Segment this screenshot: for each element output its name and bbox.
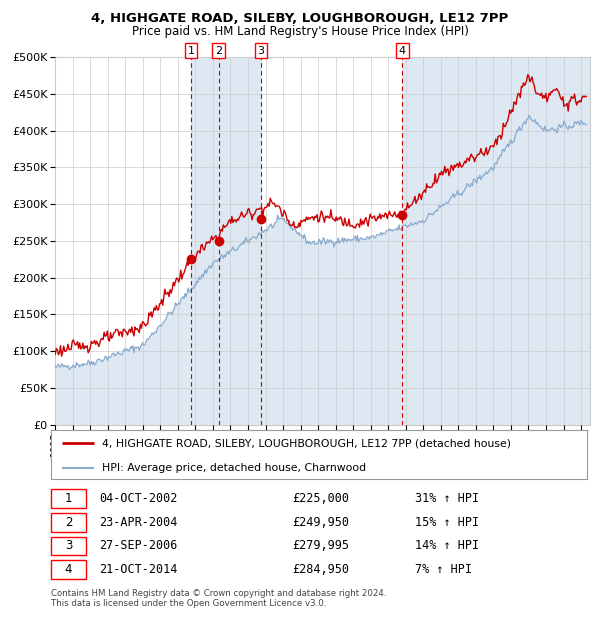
Text: 2: 2 [65,516,72,529]
Bar [191,57,261,425]
Text: 7% ↑ HPI: 7% ↑ HPI [415,563,472,576]
Bar [402,57,590,425]
Text: 4, HIGHGATE ROAD, SILEBY, LOUGHBOROUGH, LE12 7PP (detached house): 4, HIGHGATE ROAD, SILEBY, LOUGHBOROUGH, … [102,438,511,448]
Text: £225,000: £225,000 [292,492,349,505]
Text: 27-SEP-2006: 27-SEP-2006 [99,539,178,552]
Text: 2: 2 [215,45,222,56]
Text: Contains HM Land Registry data © Crown copyright and database right 2024.: Contains HM Land Registry data © Crown c… [51,589,386,598]
Text: 4: 4 [398,45,406,56]
FancyBboxPatch shape [51,513,86,532]
Text: 21-OCT-2014: 21-OCT-2014 [99,563,178,576]
Text: 15% ↑ HPI: 15% ↑ HPI [415,516,479,529]
Text: 04-OCT-2002: 04-OCT-2002 [99,492,178,505]
Text: 4: 4 [65,563,72,576]
Text: 23-APR-2004: 23-APR-2004 [99,516,178,529]
Text: 3: 3 [257,45,265,56]
Text: 3: 3 [65,539,72,552]
Text: This data is licensed under the Open Government Licence v3.0.: This data is licensed under the Open Gov… [51,599,326,608]
Text: £249,950: £249,950 [292,516,349,529]
Text: HPI: Average price, detached house, Charnwood: HPI: Average price, detached house, Char… [102,463,366,473]
Text: 1: 1 [188,45,195,56]
Text: 31% ↑ HPI: 31% ↑ HPI [415,492,479,505]
Text: 4, HIGHGATE ROAD, SILEBY, LOUGHBOROUGH, LE12 7PP: 4, HIGHGATE ROAD, SILEBY, LOUGHBOROUGH, … [91,12,509,25]
Text: Price paid vs. HM Land Registry's House Price Index (HPI): Price paid vs. HM Land Registry's House … [131,25,469,38]
Text: £279,995: £279,995 [292,539,349,552]
FancyBboxPatch shape [51,490,86,508]
FancyBboxPatch shape [51,560,86,579]
Text: 1: 1 [65,492,72,505]
Text: £284,950: £284,950 [292,563,349,576]
FancyBboxPatch shape [51,537,86,556]
Text: 14% ↑ HPI: 14% ↑ HPI [415,539,479,552]
